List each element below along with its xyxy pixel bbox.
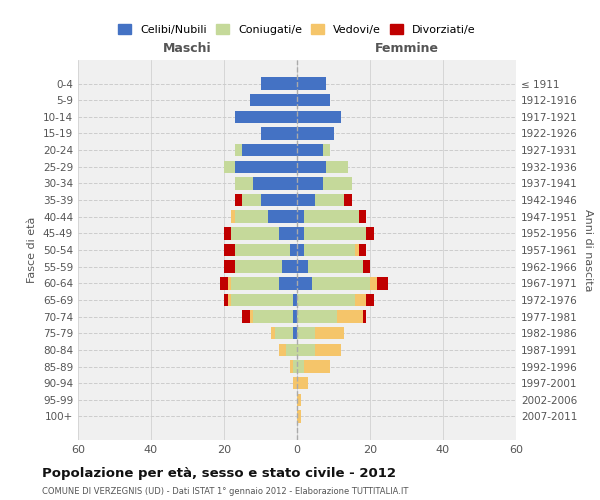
Bar (235, 194, 242, 206)
Bar (297, 277, 311, 289)
Bar (297, 144, 323, 156)
Bar (308, 260, 362, 273)
Bar (337, 310, 362, 323)
Bar (293, 377, 297, 390)
Bar (250, 94, 297, 106)
Bar (235, 160, 297, 173)
Bar (250, 310, 253, 323)
Bar (311, 277, 370, 289)
Text: Popolazione per età, sesso e stato civile - 2012: Popolazione per età, sesso e stato civil… (42, 468, 396, 480)
Bar (367, 227, 374, 239)
Bar (253, 310, 293, 323)
Bar (315, 344, 341, 356)
Bar (242, 144, 297, 156)
Bar (224, 244, 235, 256)
Bar (297, 294, 355, 306)
Bar (315, 194, 344, 206)
Bar (268, 210, 297, 223)
Bar (290, 360, 293, 373)
Bar (242, 194, 260, 206)
Bar (224, 227, 232, 239)
Bar (220, 277, 227, 289)
Bar (359, 244, 367, 256)
Bar (297, 78, 326, 90)
Bar (355, 244, 359, 256)
Bar (297, 360, 304, 373)
Bar (286, 344, 297, 356)
Bar (279, 227, 297, 239)
Bar (293, 310, 297, 323)
Bar (323, 177, 352, 190)
Bar (235, 110, 297, 123)
Text: Femmine: Femmine (374, 42, 439, 55)
Bar (370, 277, 377, 289)
Bar (304, 244, 355, 256)
Bar (271, 327, 275, 340)
Bar (297, 227, 304, 239)
Bar (260, 127, 297, 140)
Bar (297, 110, 341, 123)
Bar (367, 294, 374, 306)
Bar (297, 94, 330, 106)
Bar (279, 277, 297, 289)
Bar (232, 294, 293, 306)
Bar (297, 344, 315, 356)
Bar (304, 210, 359, 223)
Bar (297, 127, 334, 140)
Bar (297, 194, 315, 206)
Bar (344, 194, 352, 206)
Bar (260, 78, 297, 90)
Bar (290, 244, 297, 256)
Bar (326, 160, 348, 173)
Text: COMUNE DI VERZEGNIS (UD) - Dati ISTAT 1° gennaio 2012 - Elaborazione TUTTITALIA.: COMUNE DI VERZEGNIS (UD) - Dati ISTAT 1°… (42, 488, 409, 496)
Text: Maschi: Maschi (163, 42, 212, 55)
Bar (275, 327, 293, 340)
Bar (235, 244, 290, 256)
Bar (297, 177, 323, 190)
Y-axis label: Anni di nascita: Anni di nascita (583, 209, 593, 291)
Bar (227, 277, 232, 289)
Y-axis label: Fasce di età: Fasce di età (28, 217, 37, 283)
Bar (260, 194, 297, 206)
Bar (323, 144, 330, 156)
Bar (232, 227, 279, 239)
Bar (297, 410, 301, 422)
Bar (359, 210, 367, 223)
Bar (279, 344, 286, 356)
Bar (297, 377, 308, 390)
Bar (232, 277, 279, 289)
Bar (362, 310, 367, 323)
Bar (235, 144, 242, 156)
Bar (283, 260, 297, 273)
Bar (293, 294, 297, 306)
Legend: Celibi/Nubili, Coniugati/e, Vedovi/e, Divorziati/e: Celibi/Nubili, Coniugati/e, Vedovi/e, Di… (114, 20, 480, 40)
Bar (242, 310, 250, 323)
Bar (304, 360, 330, 373)
Bar (297, 260, 308, 273)
Bar (224, 260, 235, 273)
Bar (227, 294, 232, 306)
Bar (297, 394, 301, 406)
Bar (297, 210, 304, 223)
Bar (297, 244, 304, 256)
Bar (293, 360, 297, 373)
Bar (235, 260, 283, 273)
Bar (297, 327, 315, 340)
Bar (377, 277, 388, 289)
Bar (232, 210, 235, 223)
Bar (235, 177, 253, 190)
Bar (355, 294, 367, 306)
Bar (293, 327, 297, 340)
Bar (315, 327, 344, 340)
Bar (224, 160, 235, 173)
Bar (362, 260, 370, 273)
Bar (297, 160, 326, 173)
Bar (304, 227, 367, 239)
Bar (297, 310, 337, 323)
Bar (235, 210, 268, 223)
Bar (253, 177, 297, 190)
Bar (224, 294, 227, 306)
